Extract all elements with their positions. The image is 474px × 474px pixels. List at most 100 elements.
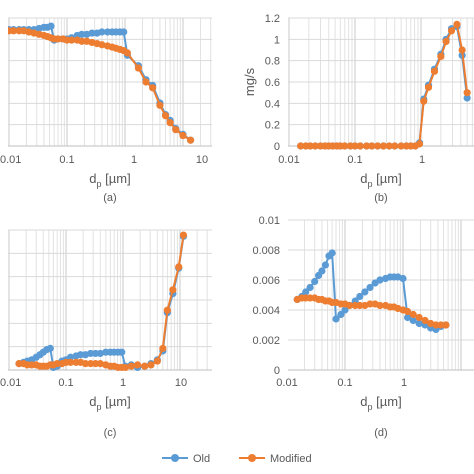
grid	[288, 17, 474, 147]
series-line-old	[300, 25, 469, 147]
data-point-modified	[409, 310, 417, 319]
data-point-modified	[424, 83, 433, 91]
y-tick-label: 1	[274, 34, 280, 46]
data-point-modified	[78, 37, 86, 45]
series-group	[293, 249, 450, 334]
x-tick-label: 0.01	[278, 154, 299, 166]
y-axis-title: mg/s	[242, 67, 257, 96]
legend-label: Old	[193, 453, 210, 465]
x-axis-title-unit: [µm]	[373, 394, 402, 409]
x-tick-label: 10	[175, 377, 187, 389]
data-point-modified	[186, 136, 195, 144]
legend-label: Modified	[270, 453, 312, 465]
data-point-modified	[447, 27, 456, 35]
y-tick-label: 0.002	[252, 335, 280, 347]
data-point-old	[415, 319, 423, 328]
data-point-old	[361, 288, 369, 296]
legend: Old Modified	[162, 453, 312, 465]
data-point-modified	[420, 97, 428, 105]
data-point-modified	[67, 36, 76, 44]
panel-label: (d)	[374, 427, 387, 439]
data-point-modified	[141, 362, 149, 370]
x-tick-label: 0.01	[0, 377, 21, 389]
data-point-modified	[442, 321, 450, 329]
data-point-modified	[432, 321, 440, 329]
x-axis-title-sub: p	[97, 402, 102, 412]
x-axis-title-unit: [µm]	[373, 171, 402, 186]
x-axis-title-sub: p	[368, 402, 373, 412]
data-point-old	[66, 353, 75, 361]
x-tick-label: 0.1	[347, 154, 362, 166]
data-point-old	[78, 30, 86, 38]
x-tick-label: 1	[401, 377, 407, 389]
series-line-modified	[300, 22, 469, 147]
y-tick-label: 0	[274, 141, 280, 153]
data-point-modified	[421, 316, 429, 325]
data-point-old	[328, 249, 336, 257]
data-point-modified	[385, 142, 393, 150]
data-point-modified	[345, 301, 354, 310]
data-point-old	[46, 344, 54, 352]
data-point-modified	[453, 20, 461, 28]
y-tick-label: 0.008	[252, 245, 280, 257]
data-point-old	[321, 261, 330, 269]
panel-label: (c)	[104, 427, 117, 439]
data-point-modified	[179, 231, 188, 239]
data-point-old	[409, 316, 417, 325]
data-point-modified	[442, 37, 450, 46]
y-tick-label: 1.2	[265, 13, 280, 25]
x-axis-title: dp [µm]	[89, 394, 130, 412]
y-tick-label: 0.004	[252, 305, 280, 317]
data-point-modified	[175, 263, 183, 271]
y-tick-label: 0	[274, 365, 280, 377]
data-point-modified	[351, 142, 359, 150]
data-point-modified	[341, 142, 349, 150]
y-tick-label: 0.01	[259, 215, 280, 227]
data-point-old	[399, 274, 407, 283]
chart-panel-c: 0.01 0.1 1 10 dp [µm] (c)	[0, 229, 212, 439]
data-point-old	[120, 28, 128, 36]
data-point-old	[98, 28, 106, 36]
data-point-old	[341, 306, 349, 314]
data-point-old	[118, 348, 126, 356]
data-point-modified	[96, 360, 104, 368]
panel-label: (a)	[103, 192, 116, 204]
x-axis-title-main: d	[360, 171, 367, 186]
x-axis-title-unit: [µm]	[102, 171, 131, 186]
data-point-modified	[172, 126, 180, 134]
x-axis-title-main: d	[89, 394, 96, 409]
data-point-modified	[142, 78, 150, 86]
data-point-modified	[153, 357, 161, 365]
data-point-modified	[161, 112, 170, 120]
data-point-old	[86, 349, 95, 358]
y-tick-label: 0.8	[265, 56, 280, 68]
data-point-modified	[121, 363, 129, 372]
y-tick-label: 0.006	[252, 275, 280, 287]
data-point-old	[403, 313, 412, 322]
data-point-modified	[311, 142, 319, 150]
data-point-old	[306, 283, 314, 292]
data-point-modified	[366, 300, 374, 308]
data-point-modified	[306, 142, 314, 150]
data-point-modified	[98, 41, 106, 49]
panel-label: (b)	[374, 192, 387, 204]
legend-marker	[171, 454, 179, 462]
x-tick-label: 1	[131, 154, 137, 166]
data-point-modified	[86, 360, 95, 368]
data-point-modified	[415, 140, 424, 148]
data-point-old	[376, 276, 384, 284]
data-point-modified	[147, 361, 155, 369]
data-point-modified	[133, 361, 142, 369]
data-point-modified	[463, 89, 471, 97]
data-point-modified	[437, 321, 445, 329]
data-point-modified	[169, 286, 177, 294]
data-point-modified	[356, 301, 364, 310]
data-point-modified	[403, 307, 412, 316]
data-point-modified	[397, 142, 405, 150]
data-point-old	[463, 94, 471, 102]
data-point-old	[302, 288, 310, 296]
data-point-modified	[81, 360, 90, 368]
data-point-old	[318, 267, 326, 275]
x-axis-title: dp [µm]	[360, 394, 401, 412]
